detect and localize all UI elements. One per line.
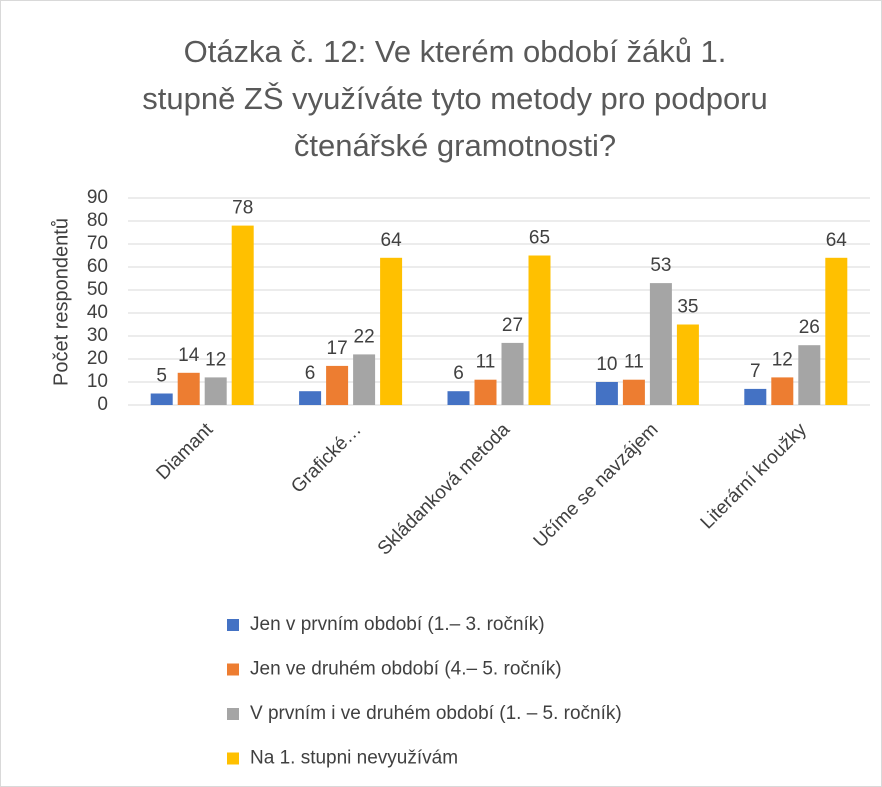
- y-tick-label: 30: [87, 325, 108, 346]
- data-label: 65: [529, 228, 550, 249]
- data-label: 10: [596, 354, 617, 375]
- data-label: 64: [381, 230, 403, 251]
- bar: [447, 391, 470, 405]
- chart-title: stupně ZŠ využíváte tyto metody pro podp…: [142, 81, 768, 116]
- data-label: 53: [650, 255, 671, 276]
- y-tick-label: 80: [87, 210, 108, 231]
- data-label: 6: [305, 363, 316, 384]
- bar: [798, 345, 821, 405]
- data-label: 12: [772, 349, 793, 370]
- legend-swatch: [227, 663, 239, 676]
- y-tick-label: 20: [87, 348, 108, 369]
- bar: [326, 365, 349, 405]
- chart-title: Otázka č. 12: Ve kterém období žáků 1.: [184, 34, 727, 69]
- y-tick-label: 40: [87, 302, 108, 323]
- data-label: 22: [354, 326, 375, 347]
- data-label: 5: [156, 366, 167, 387]
- bar: [595, 382, 618, 405]
- legend-label: V prvním i ve druhém období (1. – 5. roč…: [250, 703, 622, 724]
- data-label: 7: [750, 361, 761, 382]
- data-label: 26: [799, 317, 820, 338]
- bar: [501, 342, 524, 405]
- data-label: 35: [677, 297, 698, 318]
- bar: [744, 388, 767, 405]
- legend-swatch: [227, 708, 239, 720]
- bar: [177, 372, 200, 405]
- y-tick-label: 70: [87, 233, 108, 254]
- bar: [204, 377, 227, 405]
- data-label: 78: [232, 198, 253, 219]
- chart-title: čtenářské gramotnosti?: [294, 128, 616, 163]
- y-tick-label: 0: [97, 394, 108, 415]
- bar: [528, 255, 551, 405]
- data-label: 6: [453, 363, 464, 384]
- bar: [231, 225, 254, 405]
- data-label: 12: [205, 349, 226, 370]
- legend-label: Jen ve druhém období (4.– 5. ročník): [250, 659, 562, 680]
- bar: [649, 283, 672, 405]
- y-tick-label: 50: [87, 279, 108, 300]
- legend-label: Jen v prvním období (1.– 3. ročník): [250, 614, 545, 635]
- data-label: 14: [178, 345, 200, 366]
- data-label: 11: [624, 352, 644, 373]
- bar: [474, 379, 497, 405]
- data-label: 11: [476, 352, 496, 373]
- y-tick-label: 60: [87, 256, 108, 277]
- bar: [150, 393, 173, 405]
- bar: [676, 324, 699, 405]
- bar: [825, 257, 848, 405]
- data-label: 17: [327, 338, 348, 359]
- y-axis-label: Počet respondentů: [50, 218, 72, 386]
- data-label: 27: [502, 315, 523, 336]
- bar: [353, 354, 376, 405]
- bar: [380, 257, 403, 405]
- legend-label: Na 1. stupni nevyužívám: [250, 748, 458, 769]
- bar: [299, 391, 322, 405]
- bar: [622, 379, 645, 405]
- data-label: 64: [826, 230, 848, 251]
- bar: [771, 377, 794, 405]
- y-tick-label: 90: [87, 187, 108, 208]
- legend-swatch: [227, 752, 239, 765]
- y-tick-label: 10: [87, 371, 108, 392]
- legend-swatch: [227, 619, 239, 631]
